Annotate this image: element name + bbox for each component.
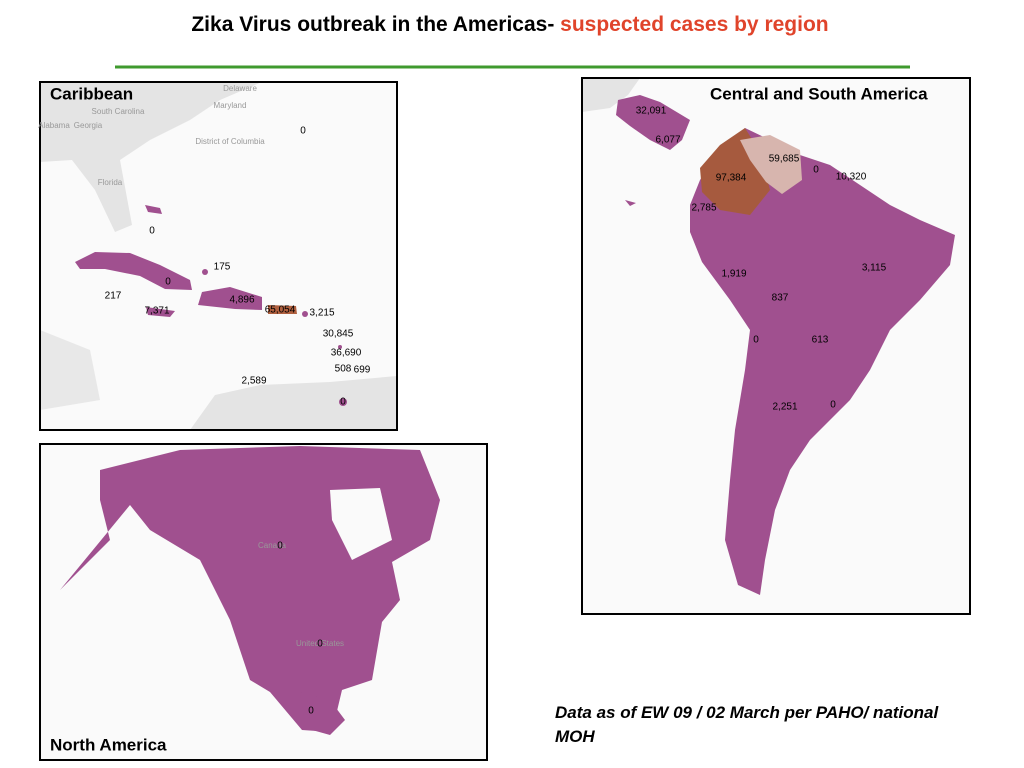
footnote: Data as of EW 09 / 02 March per PAHO/ na… <box>555 703 939 746</box>
case-label: 7,371 <box>144 306 169 317</box>
case-label: 217 <box>105 291 122 302</box>
case-label: 6,077 <box>655 135 680 146</box>
case-label: 1,919 <box>721 269 746 280</box>
place-name: Delaware <box>223 84 257 93</box>
case-label: 0 <box>165 277 171 288</box>
case-label: 30,845 <box>323 329 354 340</box>
place-name: Canada <box>258 541 287 550</box>
panel-title: North America <box>50 735 167 754</box>
case-label: 508 <box>335 364 352 375</box>
place-name: Alabama <box>38 121 70 130</box>
place-name: United States <box>296 639 344 648</box>
case-label: 97,384 <box>716 173 747 184</box>
case-label: 0 <box>300 126 306 137</box>
case-label: 837 <box>772 293 789 304</box>
case-label: 2,251 <box>772 402 797 413</box>
north-america-map <box>39 443 488 761</box>
case-label: 36,690 <box>331 348 362 359</box>
case-label: 0 <box>753 335 759 346</box>
case-label: 0 <box>308 706 314 717</box>
case-label: 2,589 <box>241 376 266 387</box>
caribbean-map <box>39 81 398 431</box>
title-black: Zika Virus outbreak in the Americas- <box>191 13 555 36</box>
case-label: 59,685 <box>769 154 800 165</box>
case-label: 699 <box>354 365 371 376</box>
case-label: 65,054 <box>265 305 296 316</box>
place-name: District of Columbia <box>195 137 265 146</box>
case-label: 32,091 <box>636 106 667 117</box>
case-label: 3,115 <box>862 263 887 274</box>
case-label: 10,320 <box>836 172 867 183</box>
case-label: 3,215 <box>309 308 334 319</box>
south-america-map <box>581 77 971 615</box>
case-label: 0 <box>813 165 819 176</box>
case-label: 0 <box>340 397 346 408</box>
place-name: Maryland <box>214 101 247 110</box>
place-name: Georgia <box>74 121 103 130</box>
case-label: 4,896 <box>229 295 254 306</box>
case-label: 0 <box>149 226 155 237</box>
panel-title: Caribbean <box>50 84 133 103</box>
case-label: 0 <box>317 639 323 650</box>
case-label: 0 <box>830 400 836 411</box>
case-label: 2,785 <box>691 203 716 214</box>
title: Zika Virus outbreak in the Americas- sus… <box>170 10 850 39</box>
place-name: South Carolina <box>92 107 145 116</box>
case-label: 613 <box>812 335 829 346</box>
case-label: 175 <box>214 262 231 273</box>
case-label: 0 <box>277 541 283 552</box>
panel-title: Central and South America <box>710 84 928 103</box>
place-name: Florida <box>98 178 123 187</box>
title-red: suspected cases by region <box>560 13 829 36</box>
